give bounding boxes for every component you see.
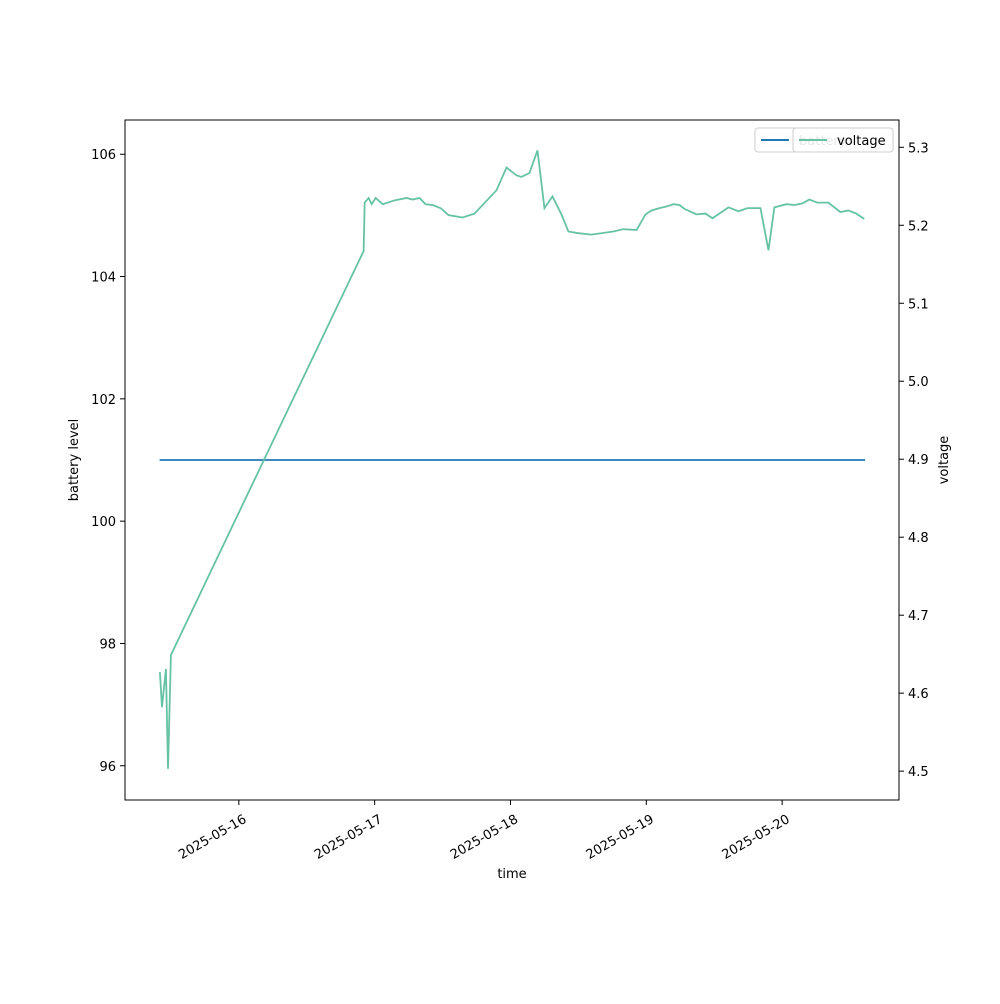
x-tick-label: 2025-05-17 [312, 812, 385, 863]
x-tick-label: 2025-05-18 [448, 812, 521, 863]
y2-tick-label: 4.5 [908, 765, 929, 780]
y-axis-label: battery level [67, 419, 82, 502]
y2-axis-label: voltage [937, 436, 952, 485]
y-tick-label: 104 [91, 271, 116, 286]
series-line [159, 150, 865, 769]
y-tick-label: 106 [91, 148, 116, 163]
y2-tick-label: 5.0 [908, 375, 929, 390]
y2-tick-label: 4.9 [908, 453, 929, 468]
y-tick-label: 102 [91, 393, 116, 408]
y2-tick-label: 5.1 [908, 297, 929, 312]
plot-frame [124, 119, 900, 801]
y-tick-label: 98 [99, 637, 116, 652]
x-axis-label: time [497, 867, 526, 882]
y2-tick-label: 4.8 [908, 531, 929, 546]
y-tick-label: 96 [99, 760, 116, 775]
x-tick-label: 2025-05-19 [584, 812, 657, 863]
y2-tick-label: 5.3 [908, 141, 929, 156]
legend-label: voltage [837, 134, 886, 149]
legend: voltage [792, 127, 894, 153]
x-tick-label: 2025-05-16 [176, 812, 249, 863]
y-tick-label: 100 [91, 515, 116, 530]
y2-tick-label: 4.7 [908, 609, 929, 624]
y2-tick-label: 5.2 [908, 219, 929, 234]
legend-box [792, 127, 894, 153]
x-tick-label: 2025-05-20 [720, 812, 793, 863]
y2-tick-label: 4.6 [908, 687, 929, 702]
